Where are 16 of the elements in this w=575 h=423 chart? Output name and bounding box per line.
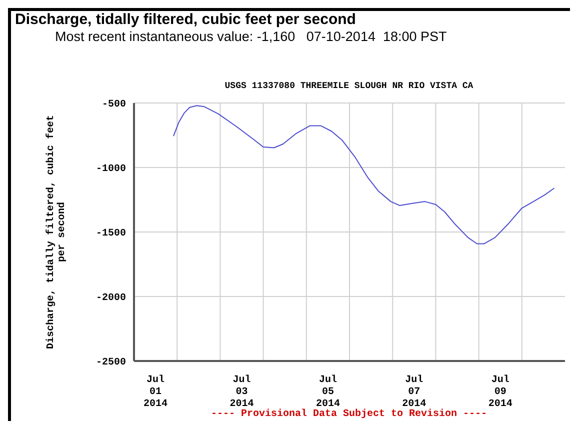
chart-subtitle: Most recent instantaneous value: -1,160 07-10-2014 18:00 PST xyxy=(55,29,447,44)
y-tick-label: -1000 xyxy=(96,164,126,176)
y-tick-label: -2000 xyxy=(96,293,126,304)
y-tick-label: -2500 xyxy=(96,358,126,369)
y-tick-label: -1500 xyxy=(96,228,126,240)
x-tick-label: Jul 09 2014 xyxy=(488,374,512,410)
x-tick-label: Jul 01 2014 xyxy=(144,374,168,410)
line-series xyxy=(173,105,555,244)
x-tick-label: Jul 07 2014 xyxy=(402,374,426,410)
text: ---- Provisional Data Subject to Revision ---- xyxy=(210,409,488,420)
x-tick-label: Jul 03 2014 xyxy=(230,374,254,410)
chart-title: Discharge, tidally filtered, cubic feet per second xyxy=(15,11,356,28)
y-axis-title: Discharge, tidally filtered, cubic feet per second xyxy=(45,114,68,350)
x-tick-label: Jul 05 2014 xyxy=(316,374,340,410)
text: USGS 11337080 THREEMILE SLOUGH NR RIO VISTA CA xyxy=(224,81,474,91)
y-tick-label: -500 xyxy=(102,100,126,111)
